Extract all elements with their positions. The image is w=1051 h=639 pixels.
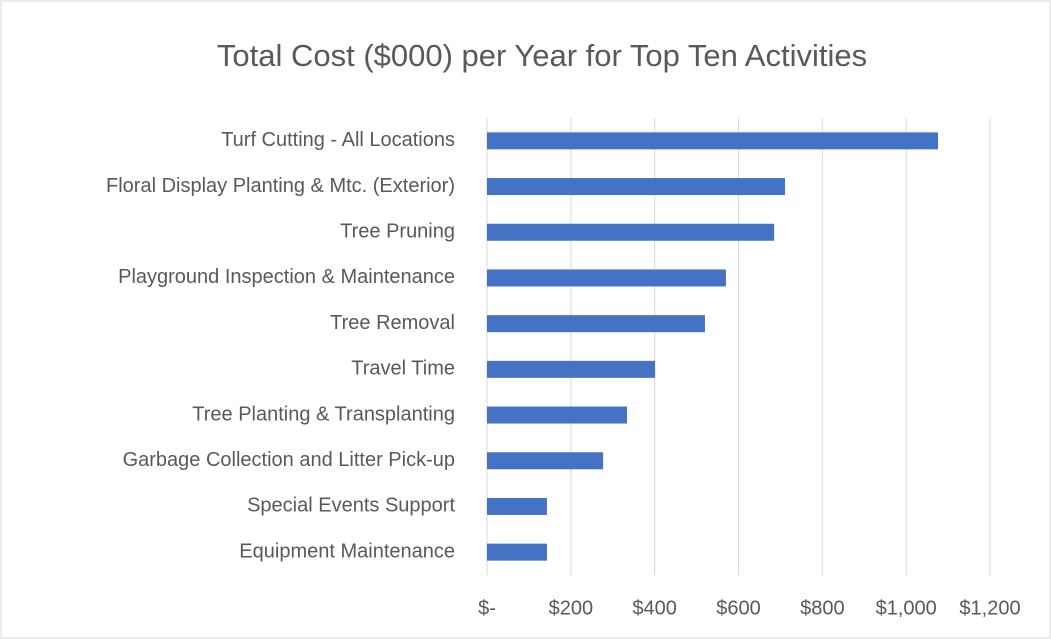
bar bbox=[487, 269, 726, 287]
y-tick-label: Garbage Collection and Litter Pick-up bbox=[123, 449, 455, 471]
y-tick-label: Equipment Maintenance bbox=[239, 540, 455, 562]
x-tick-label: $600 bbox=[716, 597, 761, 619]
bar bbox=[487, 132, 939, 150]
bar bbox=[487, 543, 547, 561]
y-tick-label: Special Events Support bbox=[247, 495, 455, 517]
x-tick-label: $200 bbox=[549, 597, 594, 619]
y-tick-label: Tree Planting & Transplanting bbox=[192, 403, 455, 425]
bar bbox=[487, 360, 656, 378]
y-tick-label: Tree Removal bbox=[330, 312, 455, 334]
x-tick-label: $800 bbox=[800, 597, 845, 619]
x-tick-label: $1,200 bbox=[959, 597, 1020, 619]
bar bbox=[487, 452, 604, 470]
y-tick-label: Tree Pruning bbox=[340, 221, 455, 243]
bar bbox=[487, 178, 786, 196]
bar bbox=[487, 406, 628, 424]
x-tick-label: $1,000 bbox=[876, 597, 937, 619]
x-tick-label: $- bbox=[478, 597, 496, 619]
bar bbox=[487, 497, 547, 515]
y-tick-label: Travel Time bbox=[351, 358, 455, 380]
bar bbox=[487, 315, 705, 333]
y-tick-label: Floral Display Planting & Mtc. (Exterior… bbox=[106, 175, 455, 197]
x-tick-label: $400 bbox=[632, 597, 677, 619]
y-tick-label: Playground Inspection & Maintenance bbox=[118, 266, 455, 288]
bar bbox=[487, 223, 775, 241]
chart-title: Total Cost ($000) per Year for Top Ten A… bbox=[217, 38, 867, 73]
y-tick-label: Turf Cutting - All Locations bbox=[221, 129, 455, 151]
